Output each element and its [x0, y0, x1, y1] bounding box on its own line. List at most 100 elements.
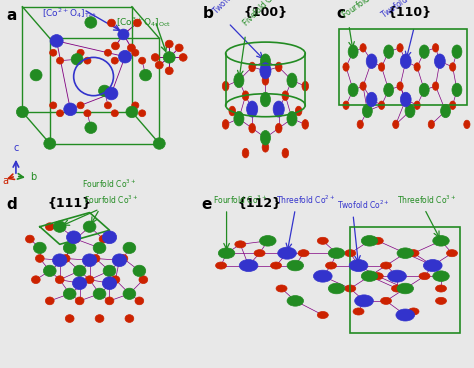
Circle shape: [317, 237, 328, 244]
Text: {112}: {112}: [237, 197, 282, 210]
Circle shape: [112, 254, 127, 266]
Circle shape: [317, 311, 328, 319]
Circle shape: [61, 255, 70, 262]
Circle shape: [104, 49, 111, 56]
Circle shape: [111, 57, 118, 64]
Circle shape: [260, 63, 271, 79]
Text: Fourfold Co$^{3+}$: Fourfold Co$^{3+}$: [213, 193, 267, 206]
Circle shape: [99, 235, 108, 243]
Circle shape: [179, 54, 187, 61]
Text: {110}: {110}: [388, 6, 432, 19]
Text: Threefold Co$^{3+}$: Threefold Co$^{3+}$: [397, 193, 456, 206]
Circle shape: [36, 255, 44, 262]
Circle shape: [85, 122, 97, 134]
Circle shape: [84, 110, 91, 117]
Circle shape: [273, 101, 284, 117]
Circle shape: [345, 285, 356, 292]
Circle shape: [135, 297, 144, 305]
Circle shape: [357, 120, 364, 128]
Text: Fourfold Co$^{3+}$: Fourfold Co$^{3+}$: [82, 177, 137, 190]
Circle shape: [452, 45, 462, 59]
Circle shape: [249, 123, 255, 133]
Circle shape: [234, 112, 244, 126]
Circle shape: [278, 247, 296, 259]
Circle shape: [436, 285, 447, 292]
Circle shape: [372, 237, 383, 244]
Circle shape: [419, 273, 430, 280]
Circle shape: [328, 248, 345, 258]
Circle shape: [229, 106, 236, 116]
Circle shape: [123, 288, 136, 300]
Text: Threefold Co$^{2+}$: Threefold Co$^{2+}$: [276, 193, 335, 206]
Circle shape: [85, 17, 97, 28]
Circle shape: [414, 63, 420, 71]
Circle shape: [449, 101, 456, 109]
Circle shape: [126, 106, 138, 118]
Circle shape: [71, 54, 83, 65]
Circle shape: [360, 82, 366, 90]
Circle shape: [405, 104, 415, 118]
Circle shape: [46, 223, 54, 231]
Text: Twofold Co$^{2+}$: Twofold Co$^{2+}$: [209, 0, 255, 17]
Circle shape: [138, 110, 146, 117]
Circle shape: [54, 221, 66, 232]
Circle shape: [56, 110, 64, 117]
Circle shape: [383, 45, 393, 59]
Circle shape: [449, 63, 456, 71]
Circle shape: [360, 44, 366, 52]
Circle shape: [93, 288, 106, 300]
Circle shape: [401, 54, 411, 68]
Circle shape: [165, 67, 173, 75]
Text: a: a: [2, 176, 8, 186]
Circle shape: [419, 83, 429, 97]
Circle shape: [262, 142, 269, 152]
Circle shape: [287, 260, 303, 271]
Circle shape: [77, 102, 84, 109]
Circle shape: [378, 101, 385, 109]
Text: $[\mathsf{Co}^{2+}\mathsf{O}_4]_{\mathsf{Tet}}$: $[\mathsf{Co}^{2+}\mathsf{O}_4]_{\mathsf…: [42, 6, 97, 20]
Circle shape: [427, 262, 438, 269]
Circle shape: [441, 104, 450, 118]
Circle shape: [397, 44, 403, 52]
Circle shape: [328, 283, 345, 294]
Circle shape: [123, 242, 136, 254]
Circle shape: [93, 242, 106, 254]
Circle shape: [163, 52, 175, 63]
Circle shape: [361, 236, 378, 246]
Circle shape: [366, 92, 377, 107]
Circle shape: [30, 69, 42, 81]
Circle shape: [44, 138, 56, 149]
Circle shape: [355, 295, 374, 307]
Circle shape: [95, 315, 104, 322]
Circle shape: [401, 92, 411, 107]
Circle shape: [50, 35, 63, 47]
Circle shape: [119, 255, 128, 262]
Circle shape: [353, 308, 364, 315]
Circle shape: [396, 309, 415, 321]
Circle shape: [447, 250, 457, 257]
Circle shape: [361, 271, 378, 282]
Text: Twofold Co$^{2+}$: Twofold Co$^{2+}$: [337, 199, 389, 211]
Text: b: b: [203, 6, 214, 21]
Circle shape: [222, 81, 229, 91]
Circle shape: [50, 102, 57, 109]
Circle shape: [83, 221, 96, 232]
Circle shape: [260, 54, 271, 68]
Circle shape: [302, 120, 309, 129]
Circle shape: [419, 45, 429, 59]
Circle shape: [348, 83, 358, 97]
Text: b: b: [30, 172, 36, 182]
Circle shape: [432, 82, 439, 90]
Circle shape: [254, 250, 265, 257]
Circle shape: [118, 50, 132, 63]
Circle shape: [414, 101, 420, 109]
Circle shape: [276, 285, 287, 292]
Circle shape: [326, 262, 337, 269]
Circle shape: [287, 73, 297, 88]
Circle shape: [118, 29, 129, 40]
Circle shape: [383, 83, 393, 97]
Circle shape: [165, 40, 173, 48]
Circle shape: [102, 277, 117, 290]
Circle shape: [50, 49, 57, 56]
Circle shape: [102, 231, 117, 244]
